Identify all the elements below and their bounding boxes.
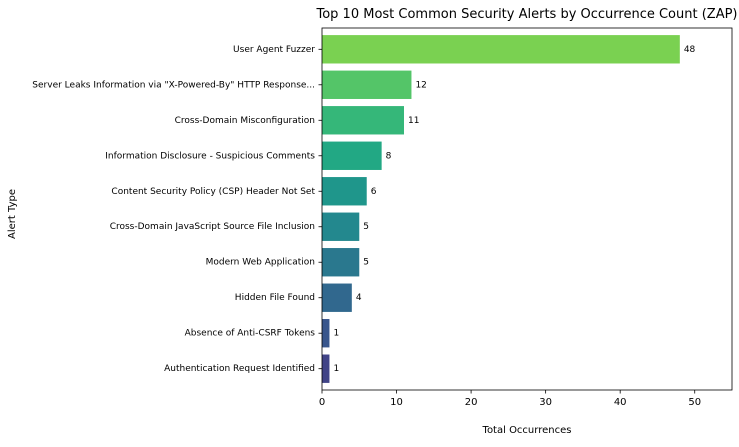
- y-axis-label: Alert Type: [7, 189, 18, 239]
- category-label: Server Leaks Information via "X-Powered-…: [32, 80, 315, 90]
- data-label: 6: [371, 187, 377, 197]
- plot-frame: [321, 27, 733, 391]
- x-tick-label: 20: [465, 397, 478, 408]
- category-label: Information Disclosure - Suspicious Comm…: [105, 151, 315, 161]
- data-label: 8: [386, 151, 392, 161]
- chart-title: Top 10 Most Common Security Alerts by Oc…: [315, 7, 737, 22]
- category-label: Absence of Anti-CSRF Tokens: [185, 329, 316, 339]
- x-tick-label: 50: [688, 397, 701, 408]
- bar: [322, 248, 360, 277]
- x-axis-label: Total Occurrences: [482, 425, 572, 436]
- data-label: 1: [333, 329, 339, 339]
- bar: [322, 106, 404, 135]
- data-label: 12: [415, 80, 426, 90]
- data-label: 5: [363, 222, 369, 232]
- bar: [322, 283, 352, 312]
- x-tick-label: 40: [614, 397, 627, 408]
- category-label: Hidden File Found: [235, 293, 315, 303]
- bar: [322, 35, 680, 64]
- category-label: User Agent Fuzzer: [233, 45, 315, 55]
- category-label: Authentication Request Identified: [164, 364, 315, 374]
- bar: [322, 141, 382, 170]
- category-label: Modern Web Application: [206, 258, 315, 268]
- x-tick-label: 30: [539, 397, 552, 408]
- category-label: Content Security Policy (CSP) Header Not…: [111, 187, 315, 197]
- category-label: Cross-Domain JavaScript Source File Incl…: [110, 222, 315, 232]
- data-label: 11: [408, 116, 419, 126]
- data-label: 5: [363, 258, 369, 268]
- x-ticks-group: 0 10 20 30 40 50: [319, 390, 701, 408]
- bar: [322, 177, 367, 206]
- bar: [322, 319, 330, 348]
- category-label: Cross-Domain Misconfiguration: [175, 116, 315, 126]
- data-label: 4: [356, 293, 362, 303]
- bars-group: [322, 35, 680, 383]
- bar: [322, 354, 330, 383]
- x-tick-label: 0: [319, 397, 325, 408]
- data-label: 1: [333, 364, 339, 374]
- bar: [322, 70, 412, 99]
- data-label: 48: [684, 45, 696, 55]
- category-labels-group: User Agent Fuzzer Server Leaks Informatio…: [32, 45, 322, 374]
- bar: [322, 212, 360, 241]
- x-tick-label: 10: [390, 397, 403, 408]
